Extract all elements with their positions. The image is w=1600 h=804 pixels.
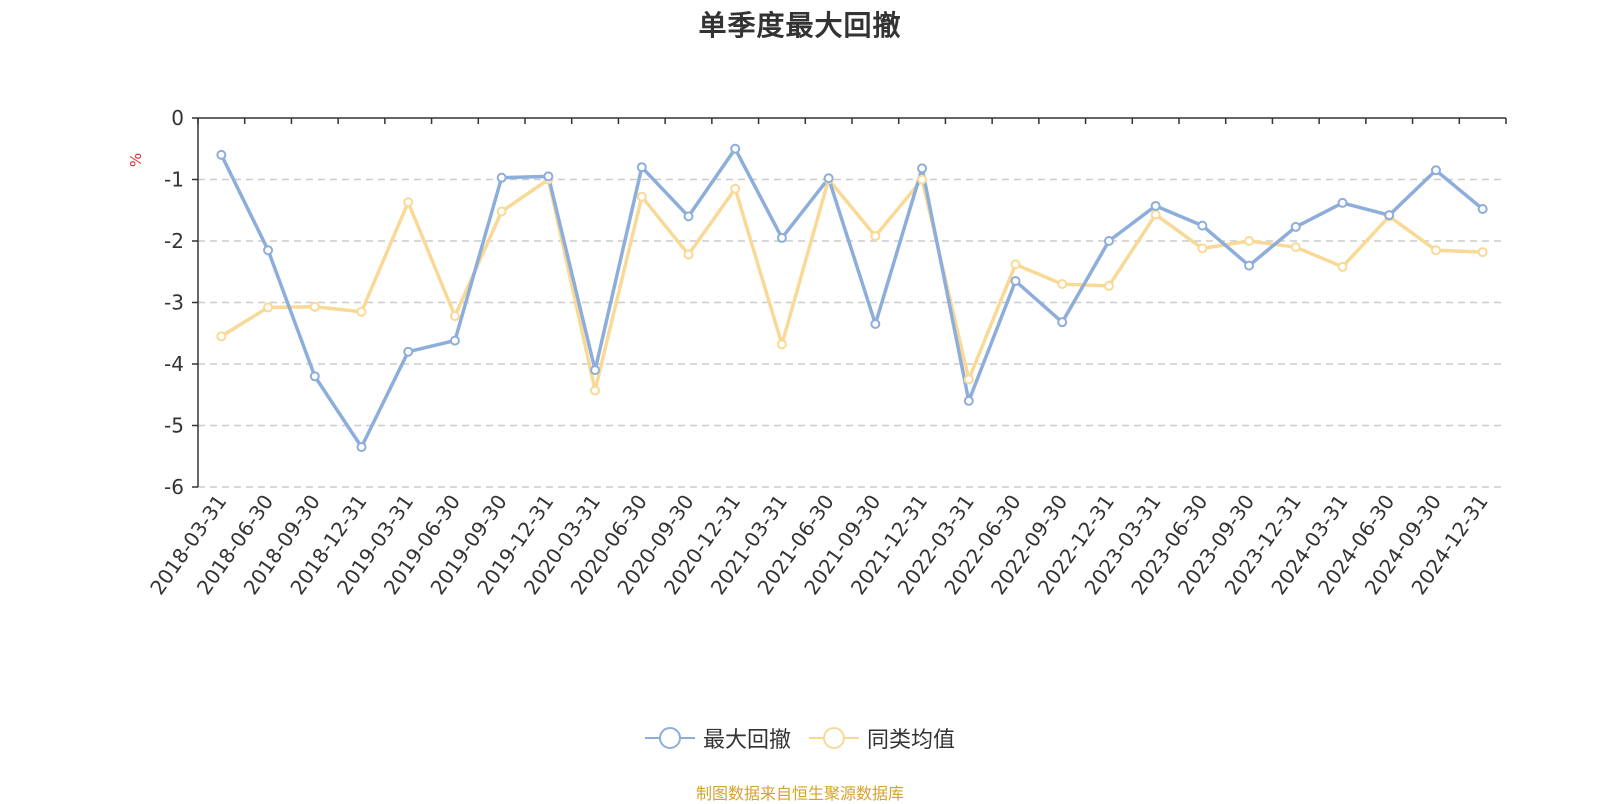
data-point-s0-5 — [449, 335, 460, 346]
y-tick-label-4: -4 — [164, 352, 184, 376]
data-point-s1-22 — [1244, 236, 1255, 246]
data-points — [216, 143, 1488, 453]
data-point-s0-7 — [543, 171, 554, 182]
data-point-s0-8 — [590, 365, 601, 376]
data-point-s0-15 — [917, 163, 928, 174]
data-point-s1-9 — [636, 191, 647, 202]
data-point-s1-27 — [1477, 247, 1488, 258]
source-note: 制图数据来自恒生聚源数据库 — [695, 784, 904, 803]
data-point-s1-3 — [356, 306, 367, 317]
grid-lines — [198, 178, 1506, 488]
data-point-s1-2 — [309, 301, 320, 312]
legend-label-1: 同类均值 — [867, 728, 956, 753]
data-point-s1-17 — [1010, 259, 1021, 270]
legend-item-0[interactable]: 最大回撤 — [644, 722, 791, 754]
data-point-s1-14 — [870, 231, 881, 242]
y-tick-label-5: -5 — [164, 414, 184, 438]
data-point-s0-6 — [496, 172, 507, 183]
data-point-s1-5 — [449, 311, 460, 322]
data-point-s0-1 — [263, 245, 274, 256]
data-point-s1-26 — [1430, 245, 1441, 256]
data-point-s1-21 — [1197, 243, 1208, 254]
data-point-s1-23 — [1290, 242, 1301, 253]
data-point-s1-15 — [917, 174, 928, 185]
data-point-s0-17 — [1010, 275, 1021, 286]
data-point-s1-6 — [496, 206, 507, 217]
y-tick-label-0: 0 — [171, 106, 184, 130]
axes — [192, 117, 1507, 488]
chart-title: 单季度最大回撤 — [698, 9, 902, 42]
data-point-s1-19 — [1103, 280, 1114, 291]
data-point-s1-12 — [776, 339, 787, 350]
data-point-s1-18 — [1057, 279, 1068, 290]
data-point-s1-20 — [1150, 209, 1161, 220]
series-line-1 — [220, 177, 1483, 393]
data-point-s0-24 — [1337, 197, 1348, 208]
data-point-s0-3 — [356, 442, 367, 453]
data-point-s0-20 — [1150, 200, 1161, 211]
data-point-s0-16 — [963, 395, 974, 406]
data-point-s0-10 — [683, 211, 694, 222]
y-tick-label-1: -1 — [164, 168, 184, 192]
legend-label-0: 最大回撤 — [702, 728, 791, 753]
data-point-s1-1 — [263, 302, 274, 313]
data-point-s1-0 — [216, 331, 227, 342]
data-point-s1-10 — [683, 249, 694, 260]
data-point-s0-9 — [636, 162, 647, 173]
y-tick-label-6: -6 — [164, 475, 184, 499]
data-point-s0-25 — [1384, 210, 1395, 221]
data-point-s0-18 — [1057, 317, 1068, 328]
series-lines — [219, 147, 1484, 449]
data-point-s0-13 — [823, 173, 834, 184]
data-point-s0-11 — [730, 143, 741, 154]
legend-swatch-1 — [809, 727, 859, 749]
data-point-s0-21 — [1197, 220, 1208, 231]
y-tick-label-3: -3 — [164, 291, 184, 315]
series-line-0 — [219, 147, 1484, 449]
data-point-s0-0 — [216, 149, 227, 160]
data-point-s1-8 — [590, 385, 601, 396]
data-point-s1-11 — [730, 183, 741, 194]
data-point-s0-14 — [870, 319, 881, 330]
legend-item-1[interactable]: 同类均值 — [809, 722, 955, 754]
data-point-s0-23 — [1290, 221, 1301, 232]
y-tick-label-2: -2 — [164, 229, 184, 253]
y-axis-label: % — [127, 153, 145, 167]
data-point-s0-12 — [776, 232, 787, 243]
data-point-s0-22 — [1244, 260, 1255, 271]
legend-swatch-0 — [644, 727, 695, 749]
data-point-s1-4 — [403, 197, 414, 208]
data-point-s0-19 — [1103, 236, 1114, 246]
data-point-s0-2 — [309, 371, 320, 382]
data-point-s0-4 — [403, 346, 414, 357]
data-point-s0-26 — [1430, 165, 1441, 176]
data-point-s1-24 — [1337, 261, 1348, 272]
data-point-s1-16 — [963, 374, 974, 385]
data-point-s0-27 — [1477, 204, 1488, 215]
legend: 最大回撤 同类均值 — [0, 722, 1600, 754]
